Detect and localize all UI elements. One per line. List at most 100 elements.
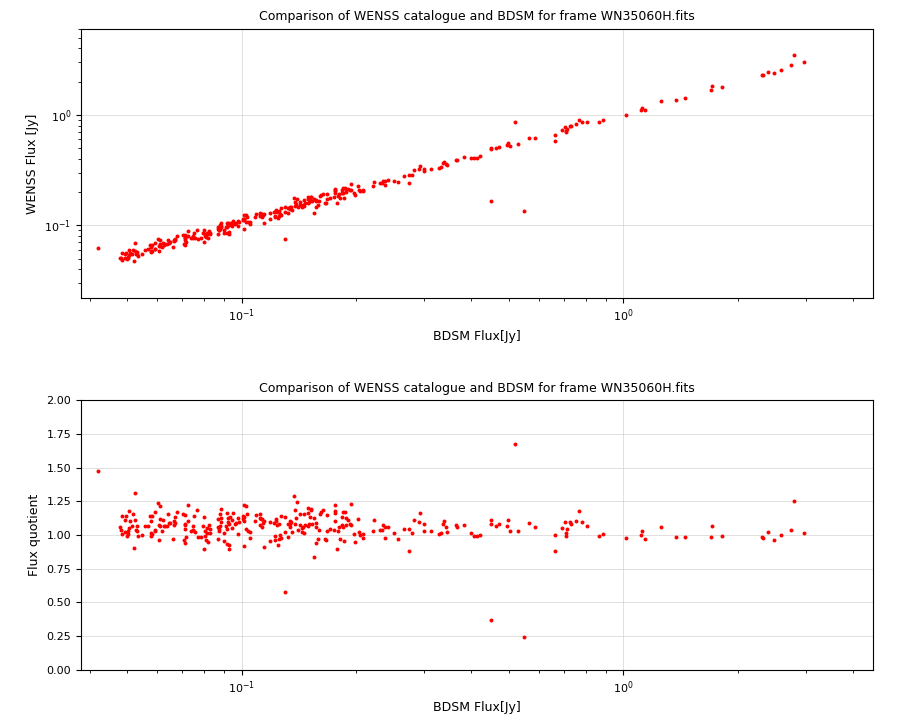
Point	[381, 522, 395, 534]
Point	[270, 206, 284, 217]
Point	[296, 521, 310, 533]
Point	[592, 117, 607, 128]
Point	[307, 512, 321, 523]
Point	[273, 209, 287, 220]
Point	[309, 201, 323, 212]
Point	[328, 507, 342, 518]
Point	[331, 526, 346, 537]
Point	[281, 207, 295, 218]
Point	[315, 505, 329, 516]
Point	[283, 522, 297, 534]
Point	[634, 529, 648, 541]
Point	[457, 152, 472, 163]
Point	[302, 508, 316, 519]
Point	[90, 243, 104, 254]
Point	[118, 514, 132, 526]
Point	[115, 510, 130, 521]
Point	[572, 505, 587, 516]
Point	[243, 532, 257, 544]
Point	[201, 536, 215, 548]
Point	[118, 248, 132, 260]
Point	[346, 528, 361, 540]
Point	[436, 156, 451, 168]
Point	[212, 523, 227, 534]
Point	[450, 154, 464, 166]
Point	[310, 195, 324, 207]
Point	[320, 197, 334, 208]
Point	[122, 244, 137, 256]
Point	[203, 228, 218, 239]
Point	[295, 201, 310, 212]
Point	[255, 211, 269, 222]
Point	[90, 465, 104, 477]
Point	[198, 531, 212, 542]
Point	[128, 487, 142, 499]
Point	[297, 201, 311, 212]
Point	[144, 527, 158, 539]
Point	[112, 521, 127, 532]
Point	[548, 545, 562, 557]
Point	[356, 532, 370, 544]
Point	[266, 207, 281, 218]
Point	[114, 525, 129, 536]
Point	[304, 191, 319, 202]
Point	[281, 531, 295, 543]
Point	[484, 614, 499, 626]
Point	[255, 208, 269, 220]
Point	[554, 523, 569, 534]
Point	[378, 179, 392, 191]
Point	[366, 526, 381, 537]
Point	[179, 531, 194, 543]
Point	[217, 536, 231, 547]
Title: Comparison of WENSS catalogue and BDSM for frame WN35060H.fits: Comparison of WENSS catalogue and BDSM f…	[259, 382, 695, 395]
Point	[302, 192, 316, 203]
Point	[156, 237, 170, 248]
Point	[297, 527, 311, 539]
Point	[240, 216, 255, 228]
Point	[330, 543, 345, 554]
Point	[305, 196, 320, 207]
Point	[755, 70, 770, 81]
Point	[788, 495, 802, 507]
Point	[328, 185, 342, 197]
Point	[448, 519, 463, 531]
Point	[470, 531, 484, 542]
Point	[311, 195, 326, 207]
Point	[134, 530, 148, 541]
Point	[272, 534, 286, 545]
Point	[527, 132, 542, 144]
Point	[483, 143, 498, 154]
Point	[436, 158, 450, 169]
Point	[338, 184, 353, 195]
Point	[221, 219, 236, 230]
Point	[670, 531, 684, 543]
Point	[198, 228, 212, 240]
Point	[228, 217, 242, 229]
Point	[287, 192, 302, 204]
Point	[773, 64, 788, 76]
Point	[356, 528, 371, 540]
Point	[619, 532, 634, 544]
Point	[220, 217, 234, 228]
Point	[309, 194, 323, 206]
Point	[202, 523, 217, 535]
Point	[143, 240, 157, 251]
Point	[277, 206, 292, 217]
Point	[163, 517, 177, 528]
Point	[268, 534, 283, 546]
Point	[152, 520, 166, 531]
Point	[560, 523, 574, 535]
Point	[213, 221, 228, 233]
Point	[191, 531, 205, 542]
Point	[796, 56, 811, 68]
Point	[328, 505, 342, 517]
Point	[229, 517, 243, 528]
Point	[159, 238, 174, 250]
Point	[784, 524, 798, 536]
Point	[242, 526, 256, 538]
Point	[467, 531, 482, 542]
Point	[336, 521, 350, 532]
Point	[302, 194, 317, 205]
Point	[320, 193, 335, 204]
Point	[141, 243, 156, 255]
